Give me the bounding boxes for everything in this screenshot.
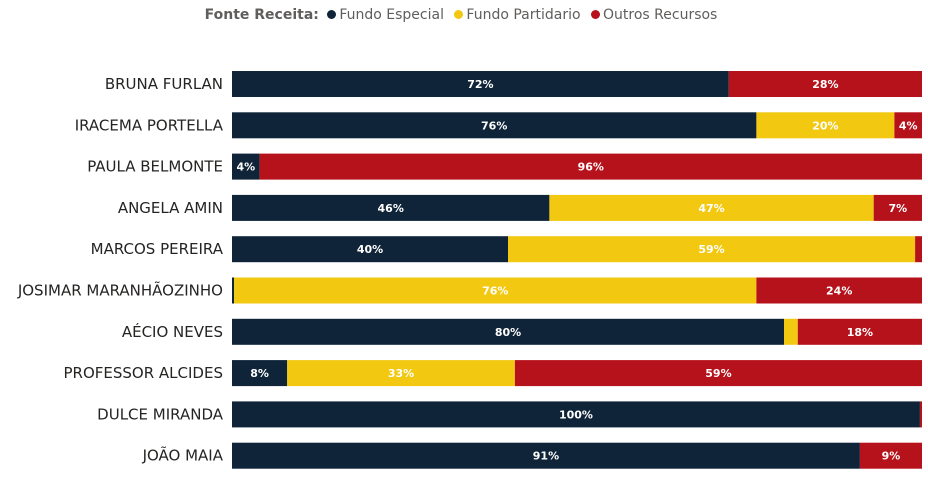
bar-segment[interactable]: [919, 401, 922, 428]
category-label: MARCOS PEREIRA: [91, 240, 224, 258]
data-label: 59%: [698, 243, 724, 256]
bar-segment[interactable]: [259, 153, 923, 180]
bar-segment[interactable]: [232, 277, 235, 304]
data-label: 76%: [482, 285, 508, 298]
bar-segment[interactable]: [756, 112, 895, 139]
data-label: 76%: [481, 119, 507, 132]
legend-label: Fundo Especial: [339, 7, 444, 23]
bar-segment[interactable]: [756, 277, 922, 304]
data-label: 20%: [812, 119, 838, 132]
category-label: ANGELA AMIN: [118, 199, 223, 217]
category-label: AÉCIO NEVES: [122, 322, 223, 341]
category-label: BRUNA FURLAN: [105, 75, 223, 93]
bar-segment[interactable]: [232, 401, 920, 428]
data-label: 4%: [236, 161, 255, 174]
data-label: 100%: [559, 408, 593, 421]
legend-label: Outros Recursos: [603, 7, 718, 23]
bar-segment[interactable]: [915, 236, 922, 263]
bar-row: PAULA BELMONTE 4% 96%: [87, 153, 923, 180]
bar-segment[interactable]: [287, 360, 515, 387]
bar-segment[interactable]: [508, 236, 916, 263]
data-label: 18%: [847, 326, 873, 339]
legend-item-fundo-partidario[interactable]: Fundo Partidario: [454, 7, 581, 23]
bar-segment[interactable]: [797, 318, 922, 345]
bar-segment[interactable]: [232, 236, 508, 263]
data-label: 59%: [705, 367, 731, 380]
bar-row: BRUNA FURLAN 72% 28%: [105, 71, 922, 97]
legend-dot-icon: [591, 10, 601, 19]
legend-item-outros-recursos[interactable]: Outros Recursos: [591, 7, 717, 23]
data-label: 47%: [698, 202, 724, 215]
bar-segment[interactable]: [234, 277, 757, 304]
bar-row: DULCE MIRANDA 100%: [97, 401, 922, 428]
category-label: IRACEMA PORTELLA: [75, 116, 224, 134]
bar-row: JOSIMAR MARANHÃOZINHO 76% 24%: [17, 277, 922, 304]
bar-row: ANGELA AMIN 46% 47% 7%: [118, 194, 922, 221]
category-label: JOSIMAR MARANHÃOZINHO: [17, 281, 223, 300]
data-label: 72%: [467, 78, 493, 91]
data-label: 96%: [578, 161, 604, 174]
legend-dot-icon: [454, 10, 464, 19]
data-label: 80%: [495, 326, 521, 339]
chart-legend: Fonte Receita: Fundo Especial Fundo Part…: [0, 7, 928, 23]
bar-row: MARCOS PEREIRA 40% 59%: [91, 236, 922, 263]
bar-segment[interactable]: [728, 71, 922, 97]
data-label: 46%: [378, 202, 404, 215]
bar-row: PROFESSOR ALCIDES 8% 33% 59%: [64, 360, 922, 387]
category-label: PROFESSOR ALCIDES: [64, 364, 224, 382]
bar-segment[interactable]: [549, 194, 874, 221]
bar-segment[interactable]: [232, 194, 550, 221]
data-label: 9%: [882, 450, 901, 463]
legend-dot-icon: [327, 10, 337, 19]
legend-title: Fonte Receita:: [204, 7, 319, 23]
category-label: PAULA BELMONTE: [87, 158, 223, 176]
bar-segment[interactable]: [514, 360, 922, 387]
bar-segment[interactable]: [232, 318, 784, 345]
legend-item-fundo-especial[interactable]: Fundo Especial: [327, 7, 444, 23]
bar-segment[interactable]: [232, 360, 288, 387]
data-label: 8%: [250, 367, 269, 380]
bar-row: JOÃO MAIA 91% 9%: [142, 442, 922, 469]
category-label: DULCE MIRANDA: [97, 405, 224, 423]
category-label: JOÃO MAIA: [142, 446, 224, 465]
legend-label: Fundo Partidario: [466, 7, 581, 23]
data-label: 33%: [388, 367, 414, 380]
bar-segment[interactable]: [232, 153, 260, 180]
data-label: 4%: [899, 119, 918, 132]
bar-row: IRACEMA PORTELLA 76% 20% 4%: [75, 112, 922, 139]
data-label: 91%: [533, 450, 559, 463]
data-label: 40%: [357, 243, 383, 256]
bar-segment[interactable]: [232, 71, 729, 97]
data-label: 24%: [826, 285, 852, 298]
data-label: 28%: [812, 78, 838, 91]
bar-segment[interactable]: [232, 442, 860, 469]
bar-segment[interactable]: [873, 194, 922, 221]
data-label: 7%: [889, 202, 908, 215]
bar-segment[interactable]: [894, 112, 922, 139]
bar-segment[interactable]: [859, 442, 922, 469]
bar-segment[interactable]: [784, 318, 798, 345]
bar-row: AÉCIO NEVES 80% 18%: [122, 318, 922, 345]
bar-segment[interactable]: [232, 112, 757, 139]
